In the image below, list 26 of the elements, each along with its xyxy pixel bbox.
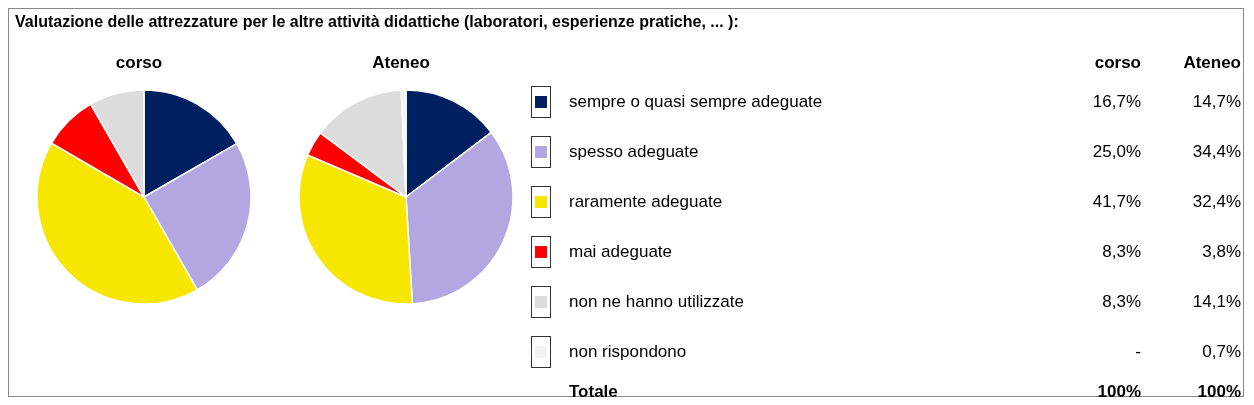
data-label: 3,8% [1202, 242, 1241, 262]
legend-label: spesso adeguate [569, 142, 699, 162]
text: 100% [1197, 382, 1241, 402]
text: Ateneo [1183, 53, 1241, 72]
data-label: 16,7% [1092, 92, 1141, 112]
legend-label: non rispondono [569, 342, 687, 362]
data-label: 14,7% [1192, 92, 1241, 112]
text: 100% [1097, 382, 1141, 402]
data-label: 14,1% [1192, 292, 1241, 312]
chart-title: Valutazione delle attrezzature per le altre attività didattiche (laboratori, esperienze pratiche, ... ): [15, 13, 739, 31]
data-label: 34,4% [1192, 142, 1241, 162]
legend-label: non ne hanno utilizzate [569, 292, 744, 312]
legend-label: mai adeguate [569, 242, 673, 262]
data-label: 8,3% [1102, 242, 1141, 262]
data-label: 0,7% [1202, 342, 1241, 362]
data-label: 25,0% [1092, 142, 1141, 162]
data-label: 8,3% [1102, 292, 1141, 312]
data-label: 32,4% [1192, 192, 1241, 212]
legend-label: sempre o quasi sempre adeguate [569, 92, 823, 112]
slice-label: corso [114, 53, 164, 74]
data-label: 41,7% [1092, 192, 1141, 212]
text: corso [1094, 53, 1141, 72]
legend-label: raramente adeguate [569, 192, 723, 212]
text: Totale [569, 382, 618, 402]
slice-label: Ateneo [371, 53, 431, 74]
text: - [1135, 342, 1141, 361]
